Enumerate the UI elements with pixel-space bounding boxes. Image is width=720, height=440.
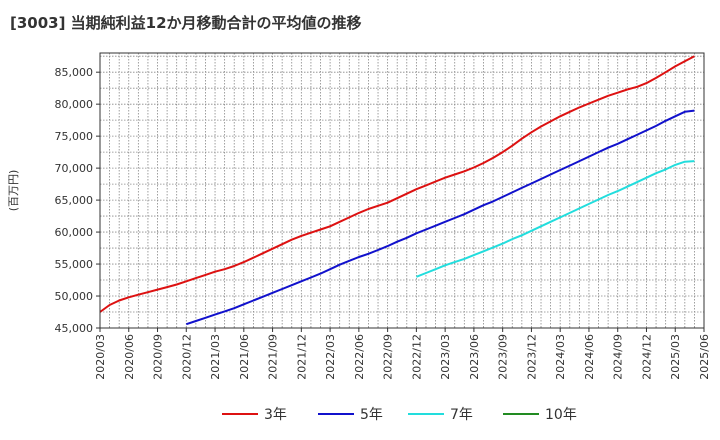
x-tick-label: 2025/03 [669,334,682,380]
x-tick-label: 2023/12 [525,334,538,380]
legend-label: 5年 [360,407,383,423]
x-tick-label: 2021/09 [267,334,280,380]
x-tick-label: 2024/12 [640,334,653,380]
x-tick-label: 2025/06 [698,334,711,380]
x-tick-label: 2024/09 [612,334,625,380]
chart-title: [3003] 当期純利益12か月移動合計の平均値の推移 [10,14,362,32]
x-tick-label: 2020/12 [180,334,193,380]
x-tick-label: 2023/03 [439,334,452,380]
legend: 3年 5年 7年 10年 [222,407,577,423]
series-line-1 [99,55,695,313]
series-line-3 [416,160,695,278]
x-tick-label: 2023/06 [468,334,481,380]
y-tick-label: 70,000 [55,162,94,175]
y-axis-ticks: 45,000 50,000 55,000 60,000 65,000 70,000 75,0… [55,66,100,335]
x-tick-label: 2023/09 [497,334,510,380]
x-axis-ticks: 2020/03 2020/06 2020/09 2020/12 2021/03 2021/… [94,328,711,380]
x-tick-label: 2022/06 [353,334,366,380]
y-tick-label: 65,000 [55,194,94,207]
x-tick-label: 2022/09 [382,334,395,380]
x-tick-label: 2020/09 [152,334,165,380]
x-tick-label: 2021/03 [209,334,222,380]
legend-label: 3年 [264,407,287,423]
x-tick-label: 2020/03 [94,334,107,380]
y-axis-label: (百万円) [7,170,20,212]
y-tick-label: 50,000 [55,290,94,303]
x-tick-label: 2024/03 [554,334,567,380]
y-tick-label: 55,000 [55,258,94,271]
legend-label: 10年 [545,407,577,423]
y-tick-label: 60,000 [55,226,94,239]
y-tick-label: 75,000 [55,130,94,143]
y-tick-label: 80,000 [55,98,94,111]
x-tick-label: 2022/12 [410,334,423,380]
series-line-2 [185,109,695,326]
y-tick-label: 45,000 [55,322,94,335]
plot-frame [99,52,705,329]
grid [99,53,705,329]
legend-label: 7年 [450,407,473,423]
series-lines [99,55,695,326]
x-tick-label: 2021/06 [238,334,251,380]
x-tick-label: 2022/03 [324,334,337,380]
y-tick-label: 85,000 [55,66,94,79]
x-tick-label: 2020/06 [123,334,136,380]
x-tick-label: 2024/06 [583,334,596,380]
x-tick-label: 2021/12 [295,334,308,380]
